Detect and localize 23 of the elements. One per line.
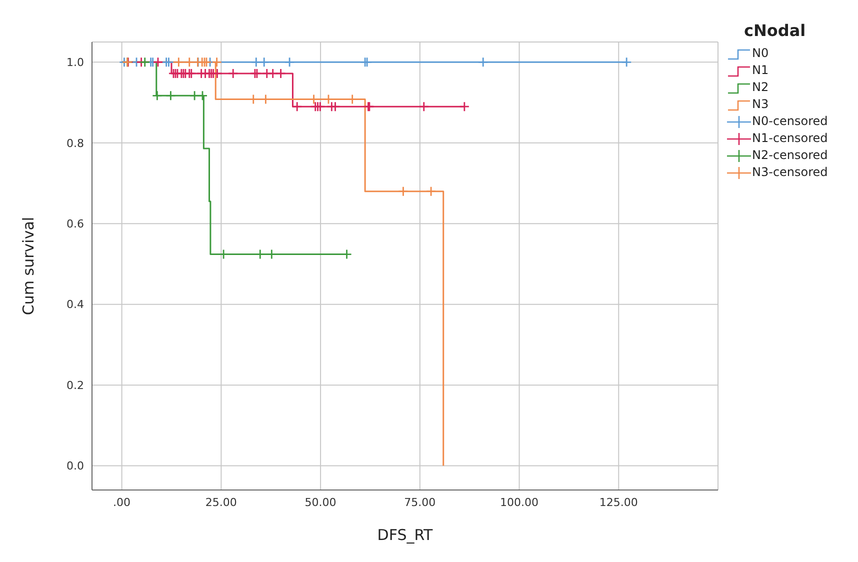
x-axis-title: DFS_RT — [377, 526, 434, 544]
legend-label: N2-censored — [752, 147, 828, 164]
legend-label: N1-censored — [752, 130, 828, 147]
y-tick-label: 0.2 — [66, 378, 84, 392]
legend-label: N0-censored — [752, 113, 828, 130]
y-tick-label: 0.8 — [66, 136, 84, 150]
x-tick-label: 50.00 — [304, 496, 336, 509]
y-tick-label: 0.6 — [66, 218, 84, 231]
x-tick-label: 100.00 — [500, 496, 539, 509]
y-tick-label: 0.4 — [66, 298, 84, 312]
legend-label: N3 — [752, 96, 769, 113]
legend-label: N2 — [752, 79, 769, 96]
x-tick-label: 25.00 — [205, 496, 237, 509]
y-axis-title: Cum survival — [19, 216, 38, 316]
legend-title: cNodal — [744, 21, 807, 40]
x-tick-label: .00 — [113, 496, 131, 509]
legend-label: N0 — [752, 45, 769, 62]
x-tick-label: 125.00 — [599, 496, 638, 509]
legend-label: N3-censored — [752, 164, 828, 181]
legend-label: N1 — [752, 62, 769, 79]
x-tick-label: 75.00 — [404, 496, 436, 509]
y-tick-label: 1.0 — [66, 56, 84, 70]
y-tick-label: 0.0 — [66, 460, 84, 473]
